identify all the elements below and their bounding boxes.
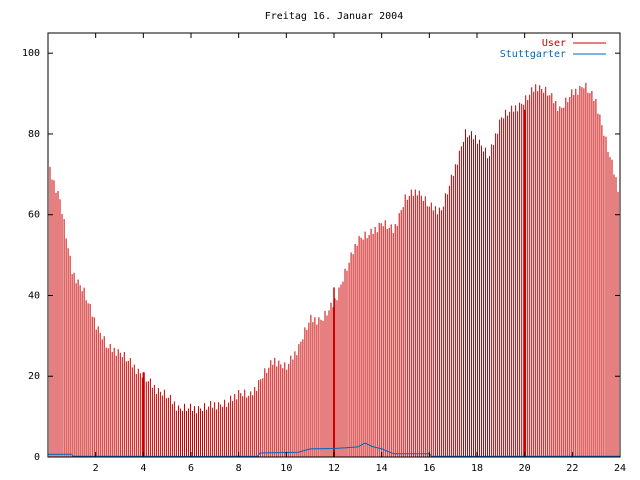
y-tick-label: 80 — [28, 129, 40, 140]
y-tick-label: 60 — [28, 210, 40, 221]
legend-label-user: User — [542, 38, 566, 49]
x-tick-label: 22 — [566, 463, 578, 474]
x-tick-label: 14 — [376, 463, 388, 474]
x-tick-label: 20 — [519, 463, 531, 474]
x-tick-label: 4 — [140, 463, 146, 474]
y-axis-ticks: 0 20 40 60 80 100 — [22, 48, 620, 463]
x-tick-label: 24 — [614, 463, 626, 474]
x-tick-label: 2 — [93, 463, 99, 474]
legend-label-stuttgarter: Stuttgarter — [500, 49, 566, 60]
chart-title: Freitag 16. Januar 2004 — [265, 11, 403, 22]
x-tick-label: 12 — [328, 463, 340, 474]
y-tick-label: 0 — [34, 452, 40, 463]
y-tick-label: 100 — [22, 48, 40, 59]
x-tick-label: 18 — [471, 463, 483, 474]
user-impulse-bars — [47, 82, 621, 457]
x-axis-ticks: 2 4 6 8 10 12 14 16 18 20 22 24 — [93, 33, 626, 474]
y-tick-label: 40 — [28, 290, 40, 301]
x-tick-label: 6 — [188, 463, 194, 474]
x-tick-label: 8 — [236, 463, 242, 474]
legend: User Stuttgarter — [500, 38, 606, 60]
user-spike-lines — [142, 109, 526, 457]
stuttgarter-line — [48, 442, 620, 457]
y-tick-label: 20 — [28, 371, 40, 382]
x-tick-label: 10 — [280, 463, 292, 474]
x-tick-label: 16 — [423, 463, 435, 474]
